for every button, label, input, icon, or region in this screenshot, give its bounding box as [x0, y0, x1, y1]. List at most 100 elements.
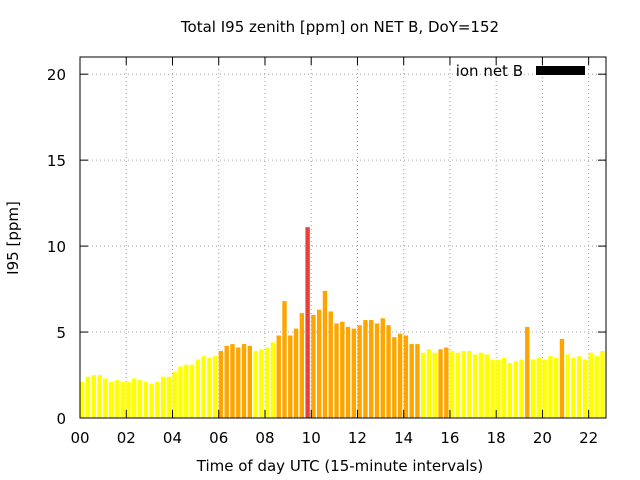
- bar: [553, 357, 559, 418]
- y-tick-label: 0: [56, 410, 66, 428]
- bar: [253, 350, 258, 418]
- bar: [126, 381, 131, 418]
- bar: [218, 350, 224, 418]
- bar: [530, 359, 536, 418]
- legend: ion net B: [456, 62, 585, 80]
- bar: [132, 378, 137, 418]
- bar: [600, 350, 605, 418]
- bar: [542, 359, 547, 418]
- bar: [299, 313, 305, 418]
- bar: [409, 344, 414, 418]
- y-tick-labels: 0 5 10 15 20: [47, 66, 66, 428]
- bar: [548, 356, 553, 418]
- bar: [392, 337, 397, 418]
- y-tick-label: 10: [47, 238, 66, 256]
- bar: [444, 347, 449, 418]
- bar: [380, 318, 385, 418]
- y-axis-label: I95 [ppm]: [4, 201, 22, 275]
- bar: [189, 364, 195, 418]
- bar: [501, 357, 507, 418]
- bar: [108, 381, 114, 418]
- x-tick-label: 16: [440, 429, 459, 447]
- bar: [230, 344, 235, 418]
- y-tick-label: 15: [47, 152, 66, 170]
- bar: [351, 328, 357, 418]
- bar: [316, 309, 322, 418]
- x-tick-labels: 00 02 04 06 08 10 12 14 16 18 20 22: [70, 429, 598, 447]
- bar: [426, 349, 432, 418]
- bar: [386, 325, 391, 418]
- x-tick-label: 10: [302, 429, 321, 447]
- bar: [311, 314, 316, 418]
- x-tick-label: 00: [70, 429, 89, 447]
- bar: [357, 325, 362, 418]
- bar: [478, 352, 484, 418]
- bar: [594, 356, 599, 418]
- bar: [525, 326, 530, 418]
- x-tick-label: 14: [394, 429, 413, 447]
- bar: [369, 320, 374, 418]
- bar: [293, 328, 299, 418]
- bar: [247, 345, 253, 418]
- bar: [559, 338, 565, 418]
- bar: [496, 359, 501, 418]
- bar: [166, 376, 172, 418]
- bar: [103, 378, 108, 418]
- x-tick-label: 08: [255, 429, 274, 447]
- bar: [160, 376, 166, 418]
- bar-series: [80, 227, 607, 418]
- bar: [328, 311, 333, 418]
- bar: [403, 335, 409, 418]
- bar: [207, 357, 212, 418]
- bar: [363, 320, 368, 418]
- bar: [432, 352, 437, 418]
- bar: [91, 375, 96, 418]
- bar: [421, 352, 426, 418]
- bar: [519, 359, 524, 418]
- bar: [184, 364, 189, 418]
- x-axis-label: Time of day UTC (15-minute intervals): [196, 457, 483, 475]
- bar: [80, 381, 85, 418]
- bar: [120, 381, 125, 418]
- bar: [143, 381, 148, 418]
- bar: [455, 352, 461, 418]
- bar: [172, 371, 177, 418]
- bar: [345, 326, 351, 418]
- y-tick-label: 20: [47, 66, 66, 84]
- bar: [582, 359, 588, 418]
- bar: [178, 366, 183, 418]
- bar: [438, 349, 443, 418]
- bar: [536, 357, 542, 418]
- bar: [259, 349, 264, 418]
- bar: [577, 356, 582, 418]
- x-tick-label: 18: [487, 429, 506, 447]
- x-tick-label: 02: [117, 429, 136, 447]
- bar: [449, 350, 455, 418]
- bar: [484, 354, 490, 418]
- bar: [137, 380, 143, 418]
- bar: [415, 344, 420, 418]
- axis-ticks: [79, 57, 606, 419]
- bar: [513, 361, 518, 418]
- bar: [236, 347, 241, 418]
- bar: [334, 323, 339, 418]
- bar: [212, 356, 218, 418]
- bar: [571, 357, 576, 418]
- bar: [97, 375, 102, 418]
- x-tick-label: 06: [209, 429, 228, 447]
- x-tick-label: 20: [533, 429, 552, 447]
- bar: [195, 359, 200, 418]
- bar: [282, 301, 287, 418]
- bar: [397, 333, 403, 418]
- bar: [588, 352, 594, 418]
- bar: [224, 345, 229, 418]
- bar: [264, 347, 270, 418]
- bar: [374, 323, 380, 418]
- x-tick-label: 12: [348, 429, 367, 447]
- x-tick-label: 22: [579, 429, 598, 447]
- y-tick-label: 5: [56, 324, 66, 342]
- bar: [149, 383, 154, 418]
- plot-frame: [79, 56, 607, 419]
- grid-lines: [80, 57, 606, 418]
